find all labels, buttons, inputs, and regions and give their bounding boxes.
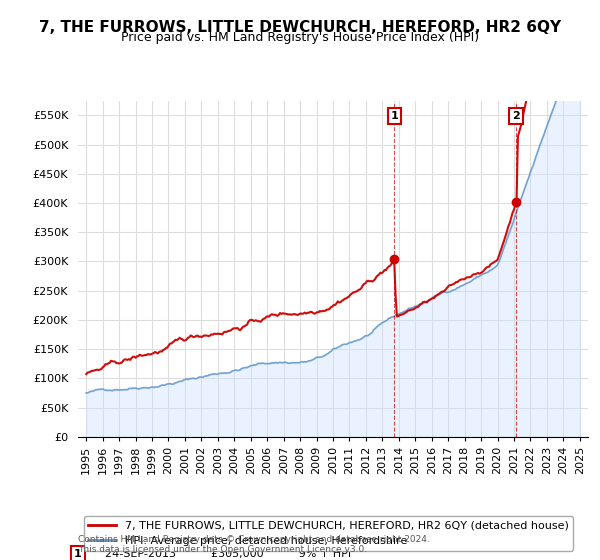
Text: 1: 1 <box>74 549 82 559</box>
Text: 7, THE FURROWS, LITTLE DEWCHURCH, HEREFORD, HR2 6QY: 7, THE FURROWS, LITTLE DEWCHURCH, HEREFO… <box>39 20 561 35</box>
Text: Price paid vs. HM Land Registry's House Price Index (HPI): Price paid vs. HM Land Registry's House … <box>121 31 479 44</box>
Legend: 7, THE FURROWS, LITTLE DEWCHURCH, HEREFORD, HR2 6QY (detached house), HPI: Avera: 7, THE FURROWS, LITTLE DEWCHURCH, HEREFO… <box>83 516 573 550</box>
Text: Contains HM Land Registry data © Crown copyright and database right 2024.
This d: Contains HM Land Registry data © Crown c… <box>78 535 430 554</box>
Text: 2: 2 <box>512 111 520 121</box>
Text: 1: 1 <box>391 111 398 121</box>
Text: 24-SEP-2013          £305,000          9% ↑ HPI: 24-SEP-2013 £305,000 9% ↑ HPI <box>98 549 352 559</box>
